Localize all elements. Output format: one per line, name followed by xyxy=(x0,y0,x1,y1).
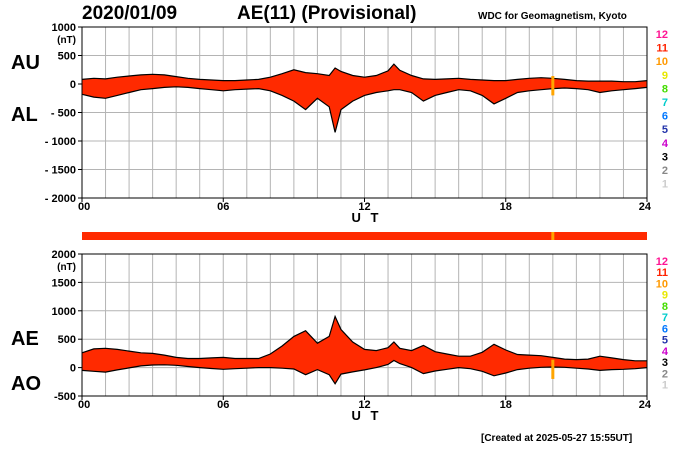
station-legend-5: 5 xyxy=(662,124,668,136)
series-line-ao xyxy=(81,359,648,385)
x-tick-label: 00 xyxy=(78,201,90,213)
x-tick-label: 24 xyxy=(639,399,652,411)
y-tick-label: - 1000 xyxy=(45,136,76,148)
x-tick-label: 06 xyxy=(217,399,229,411)
station-legend-4: 4 xyxy=(662,138,669,150)
station-legend-10: 10 xyxy=(656,278,668,290)
station-legend-5: 5 xyxy=(662,335,668,347)
source-label: WDC for Geomagnetism, Kyoto xyxy=(478,11,627,22)
ao-label: AO xyxy=(11,373,41,395)
y-unit-label: (nT) xyxy=(57,35,76,46)
station-legend-1: 1 xyxy=(662,380,668,392)
y-tick-label: -500 xyxy=(54,391,76,403)
gap-marker xyxy=(551,359,555,379)
al-label: AL xyxy=(11,104,38,126)
station-bar-gap-marker xyxy=(551,232,555,240)
y-tick-label: 0 xyxy=(70,363,76,375)
y-tick-label: 2000 xyxy=(52,249,76,261)
station-legend-6: 6 xyxy=(662,323,668,335)
au-label: AU xyxy=(11,52,40,74)
station-legend-3: 3 xyxy=(662,151,668,163)
x-tick-label: 00 xyxy=(78,399,90,411)
y-tick-label: - 2000 xyxy=(45,193,76,205)
station-legend-8: 8 xyxy=(662,301,668,313)
station-legend-6: 6 xyxy=(662,111,668,123)
series-line-ae xyxy=(81,314,647,362)
y-tick-label: 0 xyxy=(70,79,76,91)
station-count-bar xyxy=(82,232,647,240)
x-axis-label: U T xyxy=(352,408,382,423)
chart-title: AE(11) (Provisional) xyxy=(237,3,417,24)
station-legend-12: 12 xyxy=(656,29,668,41)
x-axis-label: U T xyxy=(352,210,382,225)
gap-marker xyxy=(551,76,555,96)
station-legend-10: 10 xyxy=(656,56,668,68)
ae-label: AE xyxy=(11,328,39,350)
station-legend-4: 4 xyxy=(662,346,669,358)
station-legend-2: 2 xyxy=(662,368,668,380)
y-tick-label: 1000 xyxy=(52,306,76,318)
y-unit-label: (nT) xyxy=(57,262,76,273)
y-tick-label: 500 xyxy=(58,51,76,63)
station-legend-7: 7 xyxy=(662,97,668,109)
x-tick-label: 12 xyxy=(358,201,370,213)
station-legend-3: 3 xyxy=(662,357,668,369)
station-legend-9: 9 xyxy=(662,70,668,82)
date-label: 2020/01/09 xyxy=(82,3,178,24)
station-legend-1: 1 xyxy=(662,179,668,191)
x-tick-label: 24 xyxy=(639,201,652,213)
series-line-au xyxy=(81,63,648,83)
station-legend-2: 2 xyxy=(662,165,668,177)
y-tick-label: - 500 xyxy=(51,108,76,120)
station-legend-7: 7 xyxy=(662,312,668,324)
y-tick-label: 1500 xyxy=(52,277,76,289)
created-timestamp: [Created at 2025-05-27 15:55UT] xyxy=(481,433,633,444)
station-legend-11: 11 xyxy=(656,267,668,279)
band-fill-bottom xyxy=(82,316,647,384)
y-tick-label: - 1500 xyxy=(45,165,76,177)
x-tick-label: 18 xyxy=(500,201,512,213)
y-tick-label: 1000 xyxy=(52,22,76,34)
station-legend-11: 11 xyxy=(656,43,668,55)
x-tick-label: 06 xyxy=(217,201,229,213)
station-legend-8: 8 xyxy=(662,83,668,95)
y-tick-label: 500 xyxy=(58,334,76,346)
station-legend-12: 12 xyxy=(656,256,668,268)
x-tick-label: 18 xyxy=(500,399,512,411)
x-tick-label: 12 xyxy=(358,399,370,411)
series-line-al xyxy=(81,86,648,133)
station-legend-9: 9 xyxy=(662,290,668,302)
